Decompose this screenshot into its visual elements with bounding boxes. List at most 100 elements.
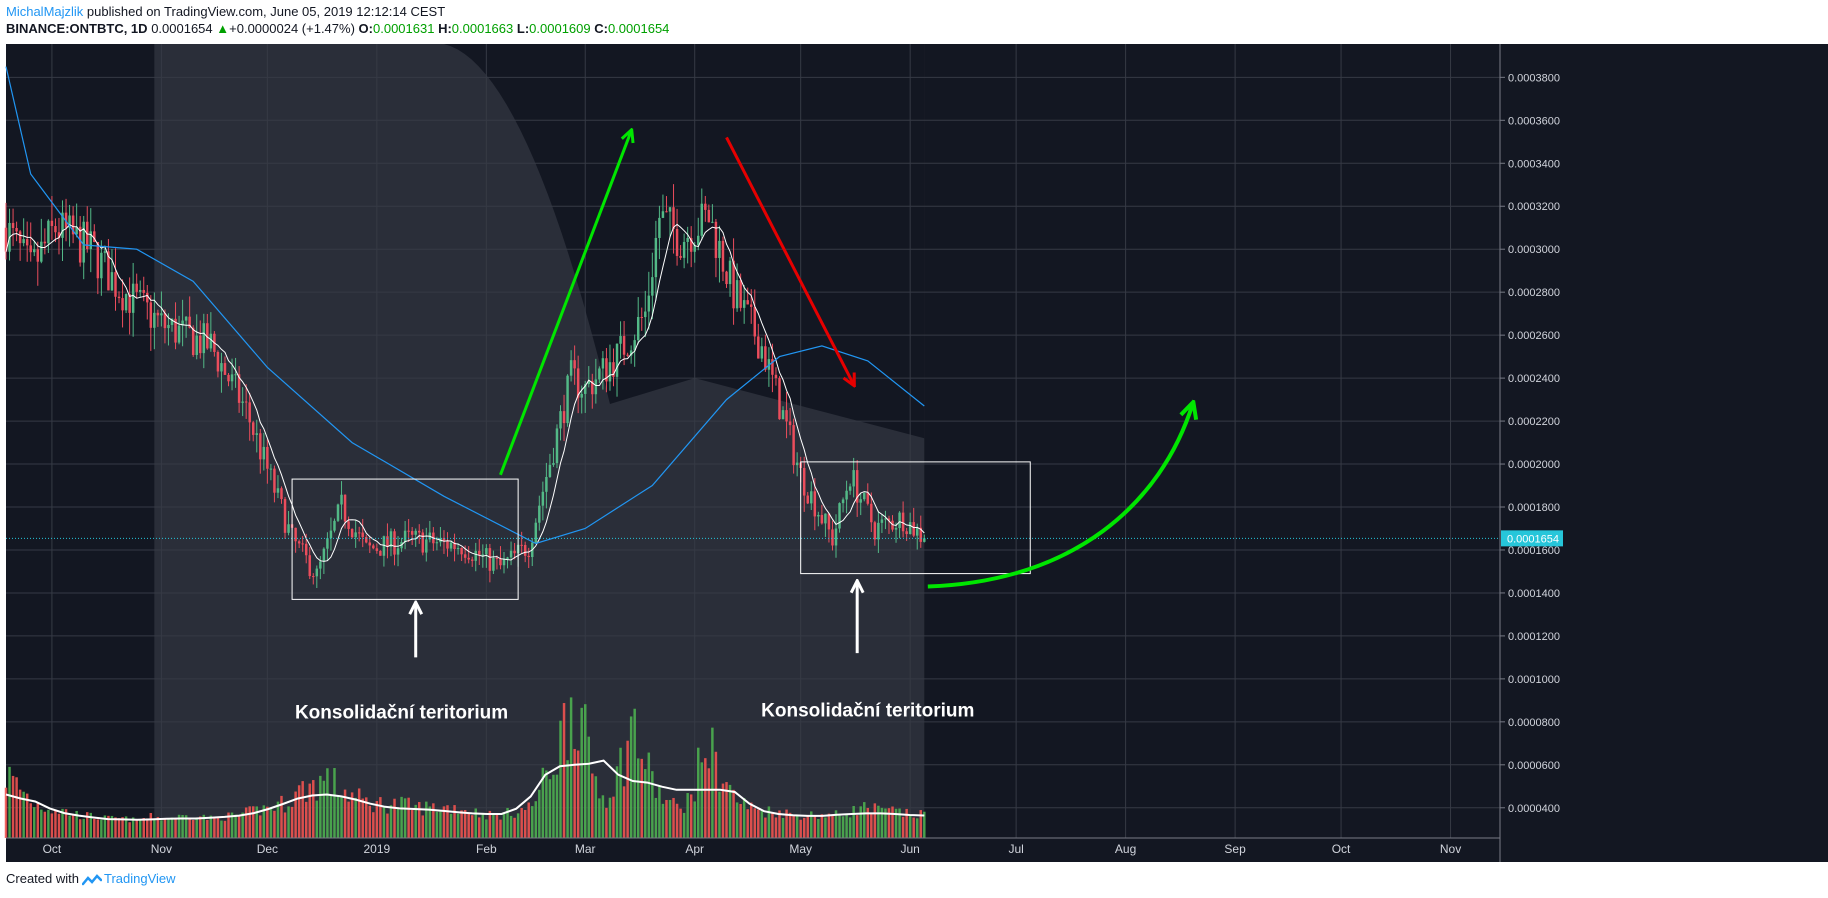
candle-down[interactable] (11, 222, 15, 228)
candle-up[interactable] (396, 548, 400, 555)
candle-up[interactable] (647, 295, 651, 312)
candle-up[interactable] (184, 316, 188, 321)
tradingview-brand-link[interactable]: TradingView (103, 871, 176, 886)
candle-up[interactable] (541, 491, 545, 506)
candle-down[interactable] (350, 528, 354, 538)
candle-down[interactable] (294, 527, 297, 542)
candle-up[interactable] (580, 393, 583, 398)
candle-up[interactable] (509, 550, 513, 558)
candle-down[interactable] (873, 522, 877, 540)
candle-down[interactable] (421, 532, 425, 553)
candle-down[interactable] (4, 227, 8, 252)
candle-down[interactable] (121, 298, 124, 311)
candle-down[interactable] (71, 215, 75, 235)
candle-up[interactable] (566, 375, 569, 424)
candle-down[interactable] (739, 280, 742, 308)
candle-down[interactable] (146, 292, 149, 303)
candle-up[interactable] (915, 527, 919, 536)
candle-down[interactable] (704, 203, 707, 210)
candle-down[interactable] (36, 249, 40, 262)
candle-down[interactable] (771, 359, 774, 375)
candle-up[interactable] (587, 380, 591, 385)
candle-down[interactable] (347, 521, 350, 529)
candle-up[interactable] (538, 505, 541, 523)
candle-down[interactable] (149, 302, 153, 328)
candle-down[interactable] (25, 239, 29, 246)
consolidation-label[interactable]: Konsolidační teritorium (295, 703, 508, 724)
candle-down[interactable] (802, 467, 806, 496)
candle-down[interactable] (470, 559, 474, 561)
candle-down[interactable] (142, 289, 145, 293)
candle-up[interactable] (474, 550, 477, 561)
candle-down[interactable] (442, 537, 446, 541)
candle-up[interactable] (880, 519, 884, 523)
candle-up[interactable] (848, 486, 852, 491)
candle-up[interactable] (644, 311, 647, 318)
candle-up[interactable] (718, 240, 721, 258)
candle-up[interactable] (601, 358, 605, 369)
candle-down[interactable] (57, 232, 61, 238)
candle-up[interactable] (817, 514, 820, 517)
author-link[interactable]: MichalMajzlik (6, 4, 84, 19)
candle-up[interactable] (658, 217, 661, 238)
candle-up[interactable] (760, 346, 764, 359)
candle-up[interactable] (877, 522, 880, 540)
consolidation-label[interactable]: Konsolidační teritorium (761, 700, 974, 721)
candle-down[interactable] (562, 411, 566, 424)
candle-down[interactable] (573, 360, 576, 369)
candle-up[interactable] (414, 530, 417, 535)
candle-down[interactable] (174, 318, 177, 343)
candle-down[interactable] (774, 374, 778, 379)
candle-up[interactable] (202, 323, 206, 354)
candle-down[interactable] (499, 558, 502, 566)
candle-up[interactable] (131, 283, 135, 313)
candle-up[interactable] (75, 226, 78, 235)
candle-up[interactable] (548, 464, 552, 477)
candle-up[interactable] (403, 530, 407, 543)
candle-down[interactable] (312, 576, 315, 578)
candle-down[interactable] (107, 251, 110, 291)
candle-up[interactable] (852, 470, 855, 487)
candle-down[interactable] (266, 446, 269, 469)
candle-up[interactable] (841, 499, 845, 504)
green-arrow[interactable] (499, 131, 631, 476)
candle-up[interactable] (456, 548, 460, 550)
candle-down[interactable] (523, 545, 527, 556)
candle-down[interactable] (591, 380, 594, 395)
candle-up[interactable] (767, 359, 771, 370)
candle-up[interactable] (492, 557, 495, 571)
candle-up[interactable] (838, 503, 841, 529)
candle-down[interactable] (343, 494, 347, 522)
candle-up[interactable] (68, 215, 71, 228)
candle-up[interactable] (153, 312, 156, 328)
candle-down[interactable] (831, 529, 834, 546)
candle-down[interactable] (273, 468, 276, 493)
candle-up[interactable] (735, 280, 739, 309)
candle-down[interactable] (368, 542, 372, 546)
candle-up[interactable] (711, 221, 714, 223)
candle-down[interactable] (463, 554, 467, 558)
candle-up[interactable] (230, 374, 234, 382)
candle-down[interactable] (244, 401, 248, 403)
candle-up[interactable] (481, 554, 485, 556)
candle-down[interactable] (251, 422, 255, 435)
candle-down[interactable] (901, 512, 905, 532)
candle-up[interactable] (319, 561, 322, 569)
candle-up[interactable] (728, 260, 732, 285)
candle-down[interactable] (280, 488, 283, 500)
candle-down[interactable] (114, 272, 117, 297)
candle-down[interactable] (199, 335, 202, 354)
candle-down[interactable] (15, 227, 18, 232)
green-curved-arrow[interactable] (927, 404, 1193, 589)
candle-down[interactable] (191, 327, 195, 355)
consolidation-rectangle[interactable] (800, 461, 1031, 575)
candle-up[interactable] (425, 539, 428, 553)
candle-down[interactable] (393, 531, 396, 555)
candle-down[interactable] (417, 530, 421, 533)
candle-down[interactable] (361, 532, 364, 538)
candle-up[interactable] (255, 433, 259, 435)
candle-down[interactable] (788, 421, 792, 426)
candle-up[interactable] (908, 522, 912, 535)
candle-up[interactable] (170, 318, 174, 325)
